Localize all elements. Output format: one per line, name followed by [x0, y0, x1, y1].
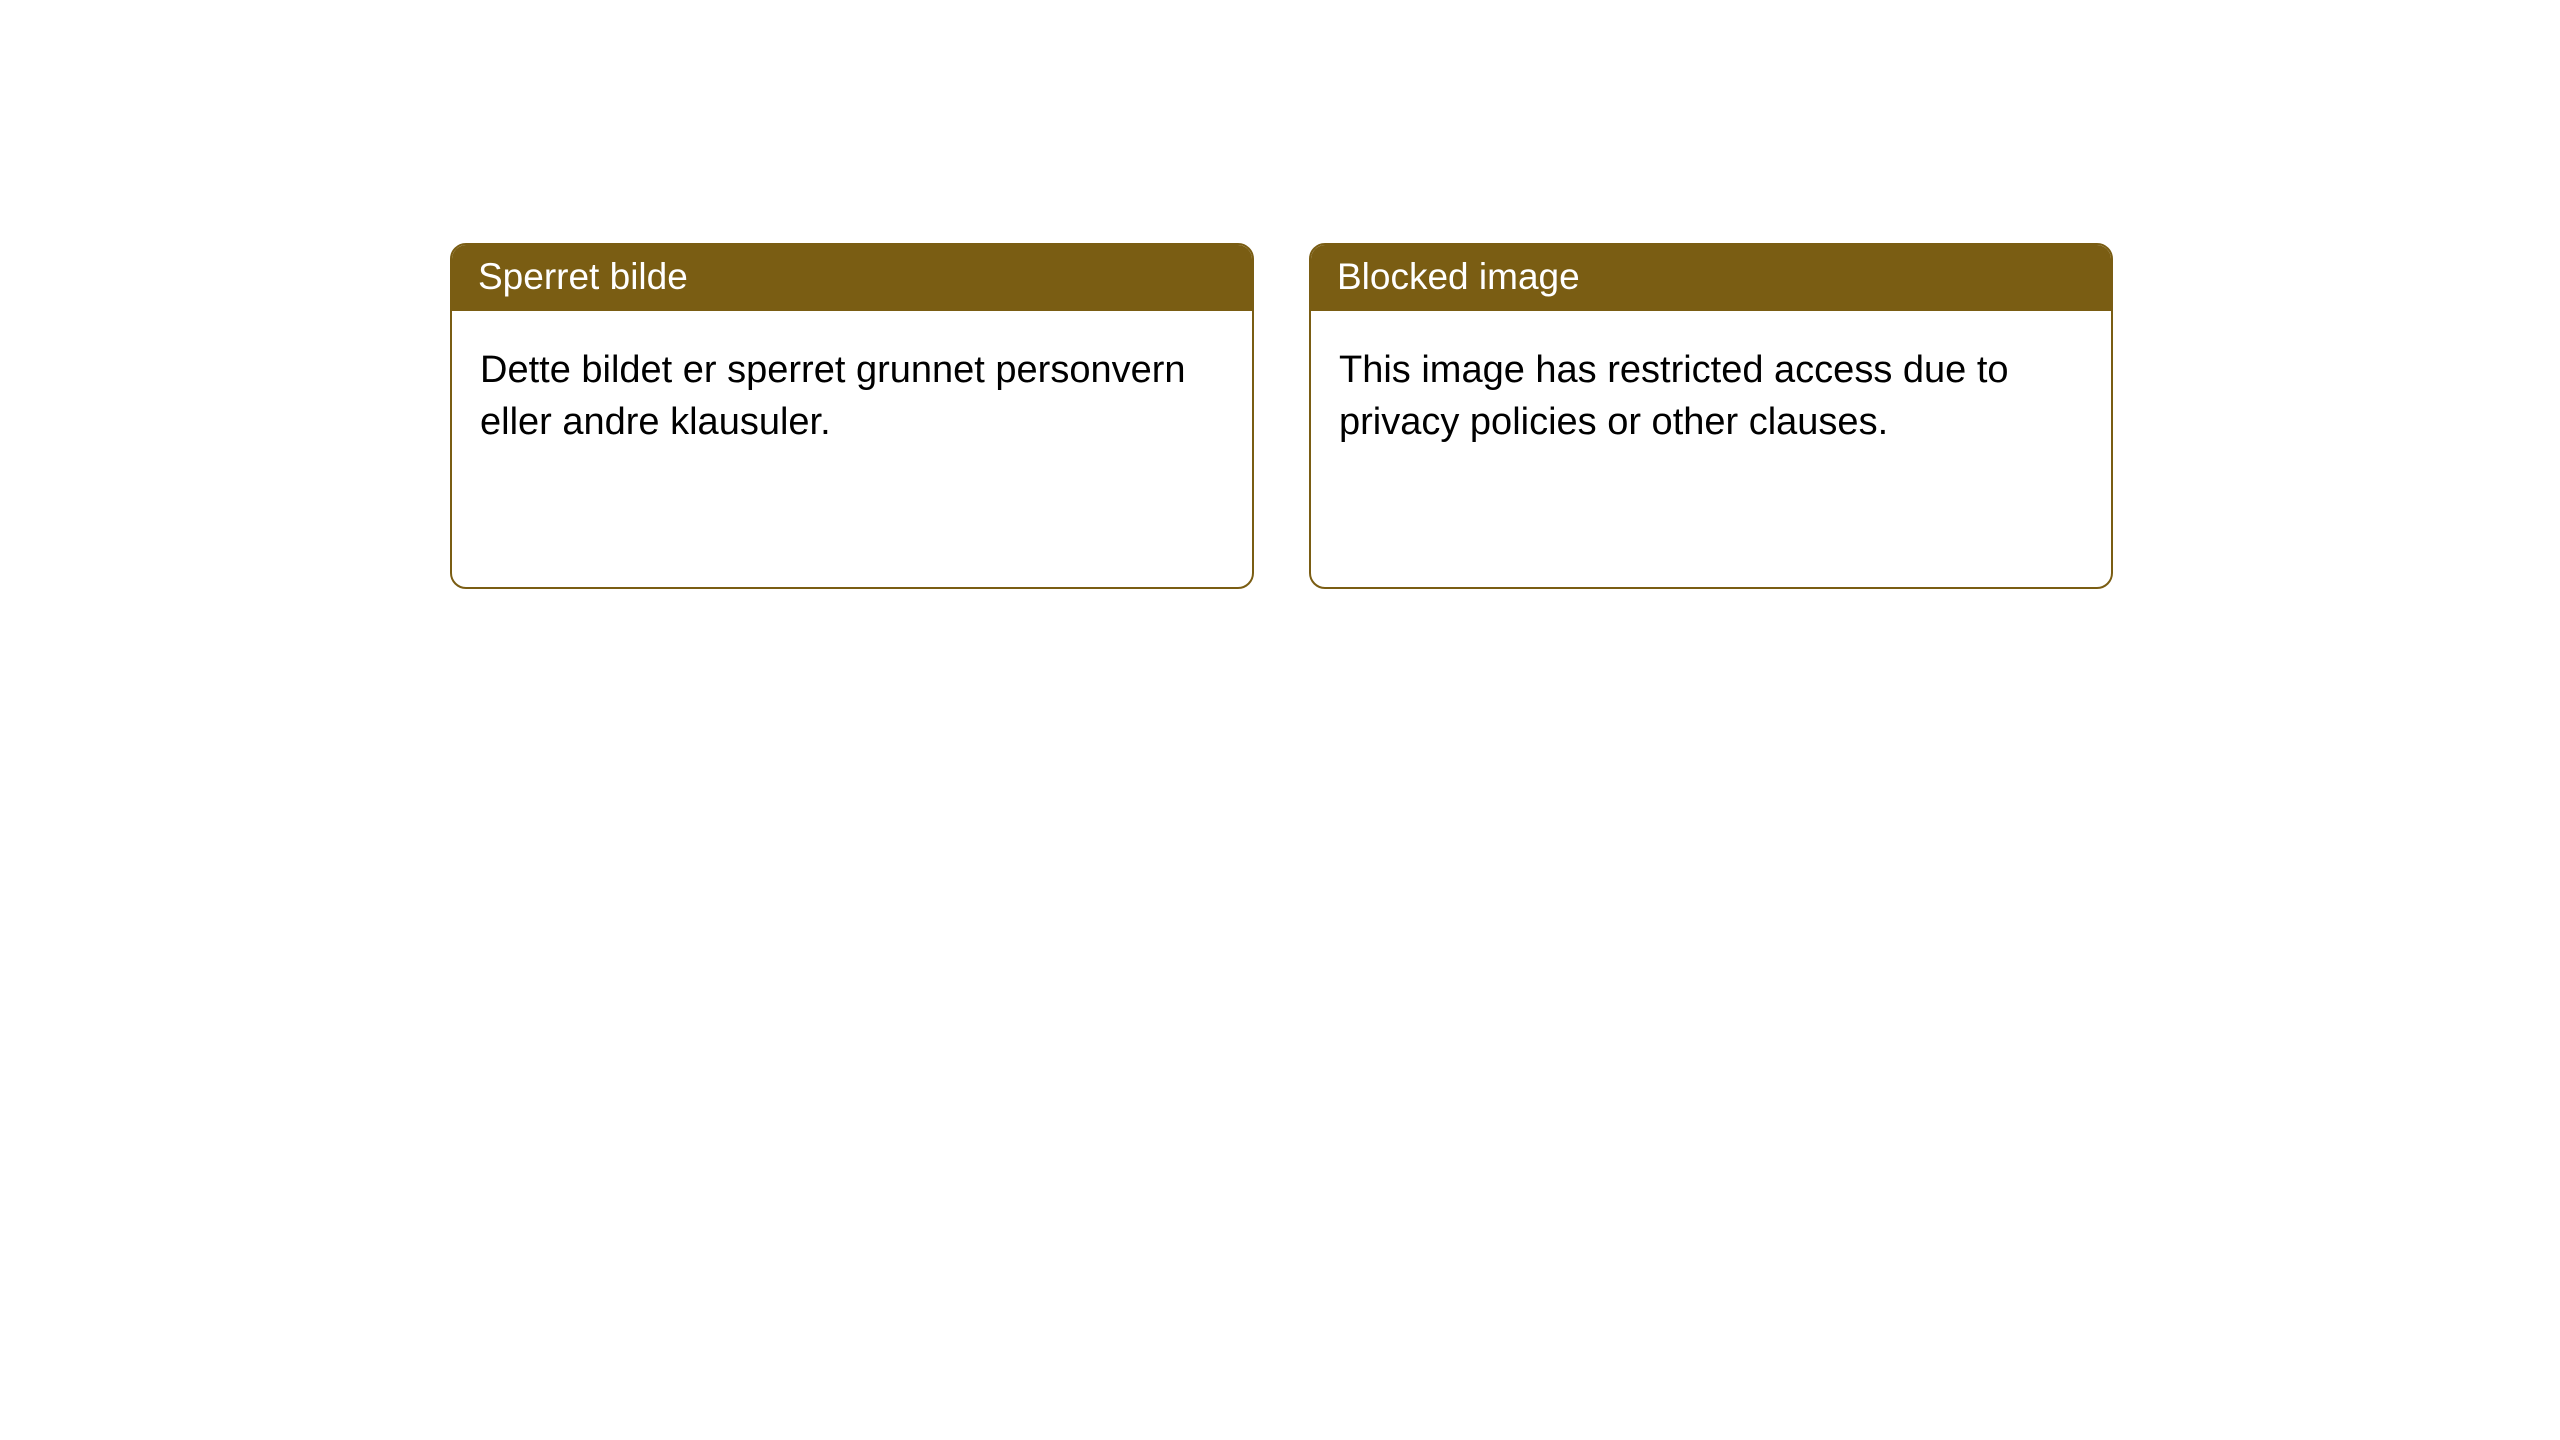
card-text: This image has restricted access due to … [1339, 345, 2083, 448]
cards-container: Sperret bilde Dette bildet er sperret gr… [0, 0, 2560, 589]
card-text: Dette bildet er sperret grunnet personve… [480, 345, 1224, 448]
blocked-image-card-norwegian: Sperret bilde Dette bildet er sperret gr… [450, 243, 1254, 589]
card-body: This image has restricted access due to … [1311, 311, 2111, 587]
card-title: Blocked image [1337, 256, 1580, 297]
card-header: Sperret bilde [452, 245, 1252, 311]
card-title: Sperret bilde [478, 256, 688, 297]
card-body: Dette bildet er sperret grunnet personve… [452, 311, 1252, 587]
card-header: Blocked image [1311, 245, 2111, 311]
blocked-image-card-english: Blocked image This image has restricted … [1309, 243, 2113, 589]
